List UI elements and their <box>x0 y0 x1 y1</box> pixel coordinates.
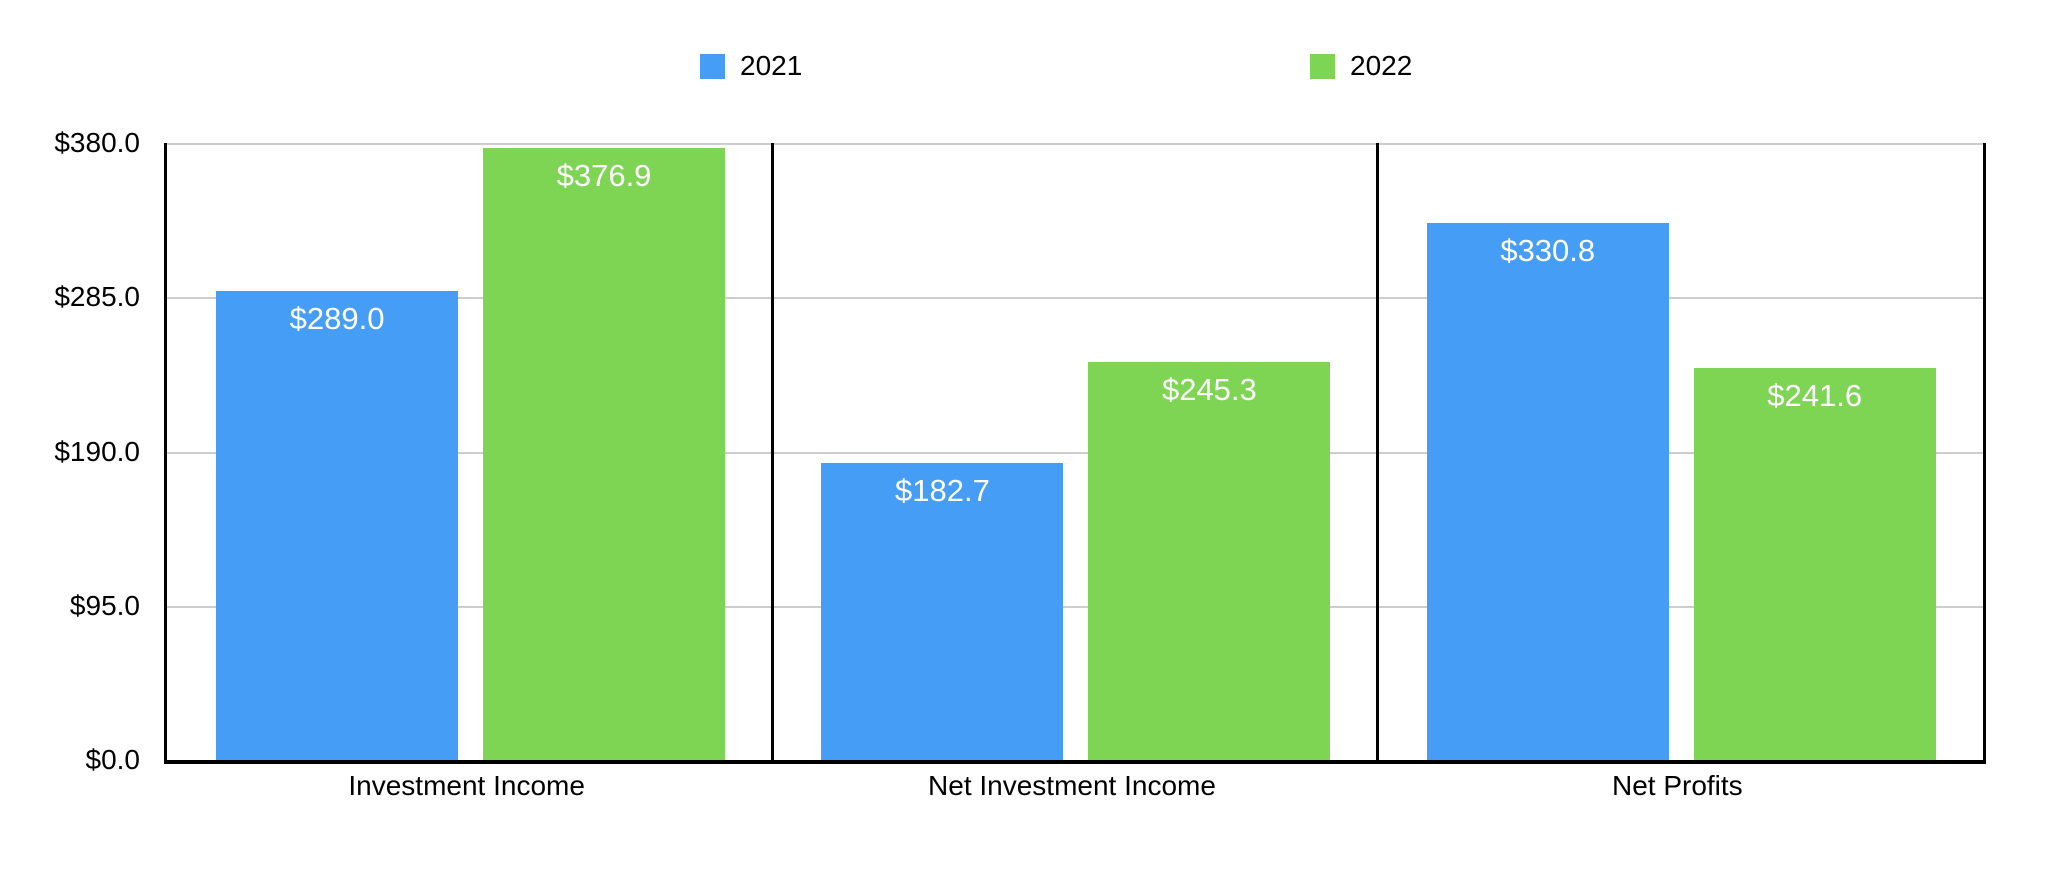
bar-value-label: $330.8 <box>1500 232 1596 268</box>
gridline-380 <box>167 143 1983 145</box>
category-label-net-profits: Net Profits <box>1611 770 1743 801</box>
bar-2022-investment-income[interactable]: $376.9 <box>482 148 726 760</box>
bar-2022-net-investment-income[interactable]: $245.3 <box>1088 361 1331 760</box>
legend-swatch-2022-icon <box>1310 53 1335 79</box>
legend-item-2022[interactable]: 2022 <box>1310 52 1412 80</box>
gridline-95 <box>167 605 1983 608</box>
panel-divider-1 <box>770 143 774 760</box>
y-tick-label-285: $285.0 <box>54 281 140 313</box>
y-tick-label-0: $0.0 <box>85 744 141 775</box>
category-label-investment-income: Investment Income <box>348 770 585 801</box>
panel-divider-2 <box>1376 143 1380 760</box>
gridline-190 <box>167 451 1983 454</box>
bar-value-label: $376.9 <box>556 158 652 194</box>
legend-item-2021[interactable]: 2021 <box>700 52 802 80</box>
legend-label-2022: 2022 <box>1350 50 1413 81</box>
y-tick-label-95: $95.0 <box>69 589 140 621</box>
legend-swatch-2021-icon <box>700 53 725 79</box>
bar-value-label: $245.3 <box>1161 371 1257 407</box>
bar-value-label: $289.0 <box>289 300 385 336</box>
plot-area: $289.0 $376.9 $182.7 $245.3 $330.8 $241.6 <box>164 143 1986 764</box>
bar-2022-net-profits[interactable]: $241.6 <box>1693 367 1936 760</box>
bar-2021-investment-income[interactable]: $289.0 <box>216 290 459 760</box>
category-label-net-investment-income: Net Investment Income <box>928 770 1216 801</box>
y-tick-label-190: $190.0 <box>54 435 140 467</box>
legend-label-2021: 2021 <box>740 50 803 81</box>
y-tick-label-380: $380.0 <box>54 127 140 158</box>
gridline-285 <box>167 297 1983 300</box>
bar-value-label: $241.6 <box>1767 377 1863 413</box>
bar-2021-net-investment-income[interactable]: $182.7 <box>821 463 1064 760</box>
bar-value-label: $182.7 <box>895 473 990 509</box>
bar-2021-net-profits[interactable]: $330.8 <box>1426 222 1669 760</box>
